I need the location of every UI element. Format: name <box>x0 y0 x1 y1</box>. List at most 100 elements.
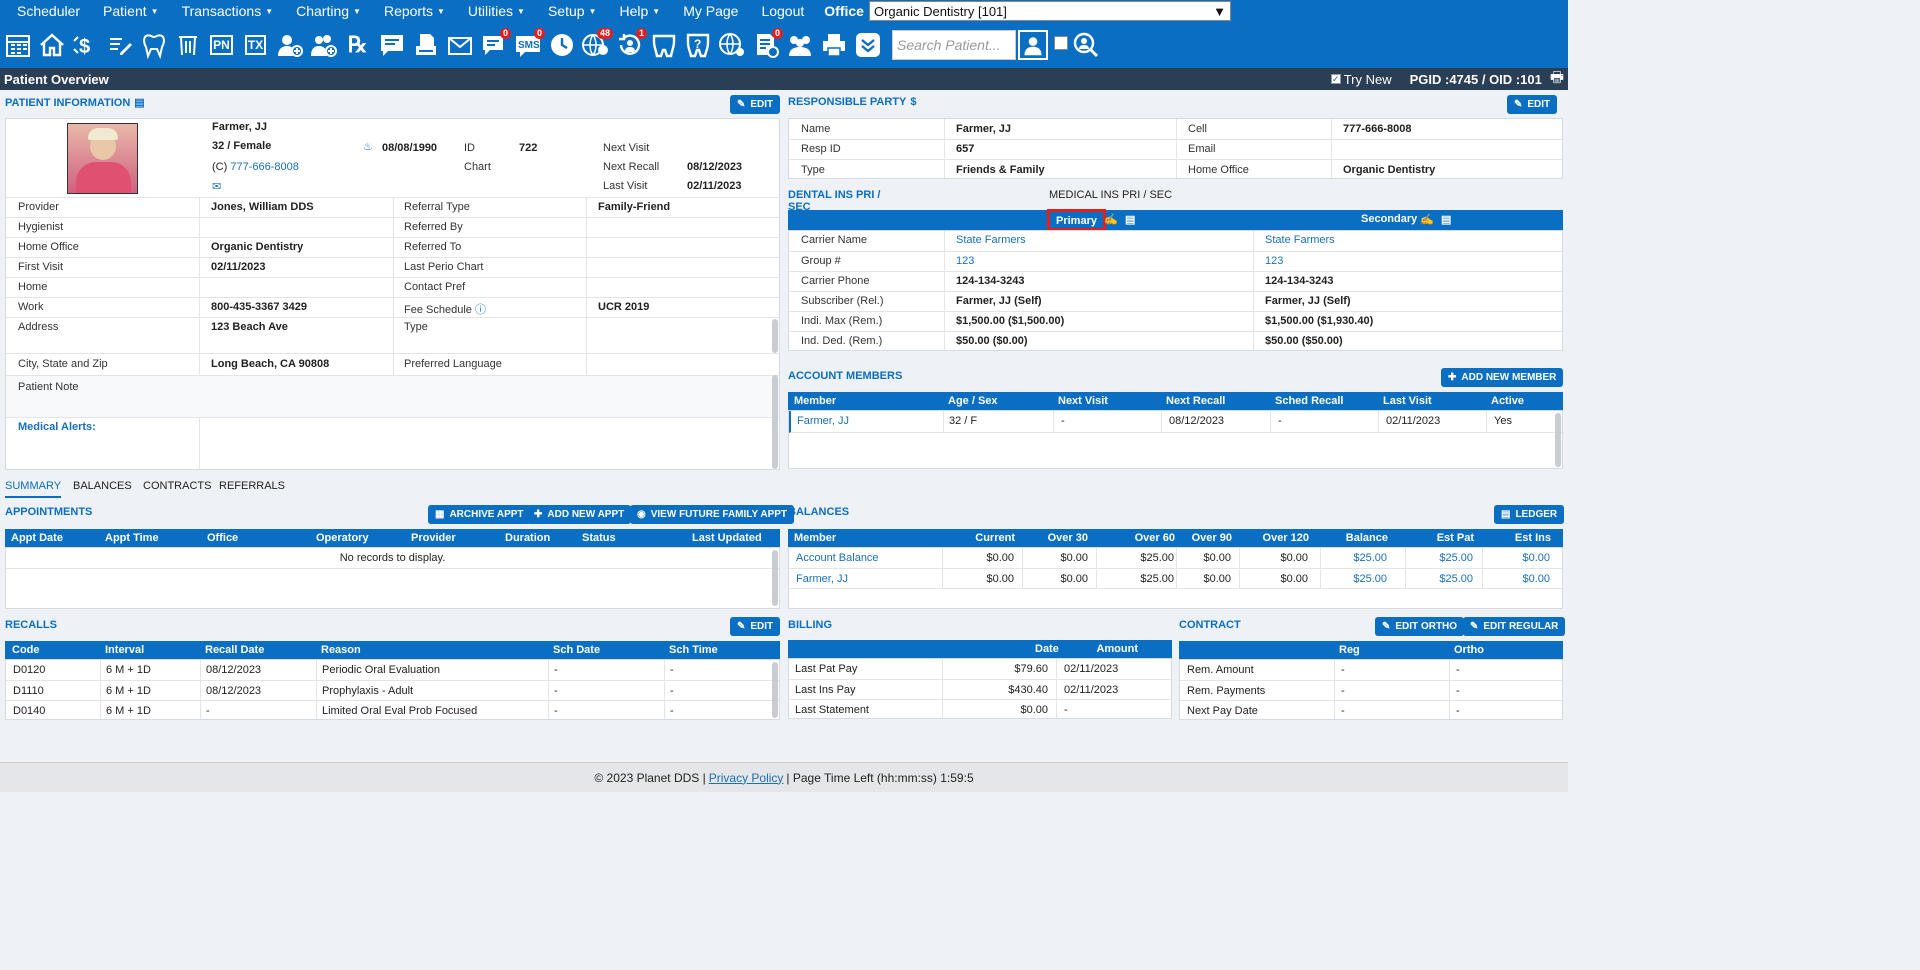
secondary-label[interactable]: Secondary <box>1361 213 1418 225</box>
menu-logout[interactable]: Logout <box>761 3 804 19</box>
col-duration[interactable]: Duration <box>505 532 551 544</box>
col-next-visit[interactable]: Next Visit <box>1058 395 1108 407</box>
message-icon[interactable] <box>376 28 407 62</box>
print-icon[interactable]: 🖶 <box>1549 68 1564 86</box>
forms-icon[interactable]: 0 <box>750 28 783 62</box>
home-icon[interactable] <box>36 28 67 62</box>
edit-regular-button[interactable]: ✎ EDIT REGULAR <box>1463 617 1566 636</box>
col-recall-date[interactable]: Recall Date <box>205 644 265 656</box>
perio-tooth-icon[interactable] <box>172 28 203 62</box>
col-operatory[interactable]: Operatory <box>316 532 369 544</box>
medical-alerts-label[interactable]: Medical Alerts: <box>18 421 96 433</box>
table-row[interactable]: D0140 6 M + 1D - Limited Oral Eval Prob Foc… <box>6 700 779 720</box>
col-code[interactable]: Code <box>12 644 40 656</box>
table-row[interactable]: D0120 6 M + 1D 08/12/2023 Periodic Oral Eva… <box>6 660 779 680</box>
menu-utilities[interactable]: Utilities ▼ <box>468 3 525 19</box>
add-family-icon[interactable] <box>308 28 339 62</box>
tab-referrals[interactable]: REFERRALS <box>219 480 286 492</box>
col-office[interactable]: Office <box>207 532 239 544</box>
col-sch-time[interactable]: Sch Time <box>669 644 718 656</box>
col-est-ins[interactable]: Est Ins <box>1514 532 1551 544</box>
recall-icon[interactable]: 1 <box>614 28 647 62</box>
col-active[interactable]: Active <box>1491 395 1525 407</box>
balance-member-link[interactable]: Account Balance <box>796 552 879 564</box>
scrollbar-thumb[interactable] <box>1555 413 1561 467</box>
menu-reports[interactable]: Reports ▼ <box>384 3 445 19</box>
col-last-visit[interactable]: Last Visit <box>1383 395 1432 407</box>
col-date[interactable]: Date <box>1035 643 1059 655</box>
patient-edit-button[interactable]: ✎ EDIT <box>730 95 781 114</box>
progress-notes-icon[interactable]: PN <box>206 28 237 62</box>
col-balance[interactable]: Balance <box>1345 532 1388 544</box>
menu-scheduler[interactable]: Scheduler <box>17 3 80 19</box>
menu-transactions[interactable]: Transactions ▼ <box>182 3 274 19</box>
col-est-pat[interactable]: Est Pat <box>1436 532 1474 544</box>
col-over-90[interactable]: Over 90 <box>1191 532 1232 544</box>
primary-badge[interactable]: Primary <box>1047 209 1106 231</box>
edit-ortho-button[interactable]: ✎ EDIT ORTHO <box>1375 617 1465 636</box>
tab-balances[interactable]: BALANCES <box>73 480 132 492</box>
col-provider[interactable]: Provider <box>411 532 456 544</box>
balance-total[interactable]: $25.00 <box>1353 573 1387 585</box>
col-sch-date[interactable]: Sch Date <box>553 644 601 656</box>
print-document-icon[interactable] <box>410 28 441 62</box>
group-users-icon[interactable] <box>784 28 815 62</box>
online-patients-icon[interactable]: 48 <box>580 28 613 62</box>
tab-summary[interactable]: SUMMARY <box>5 480 62 498</box>
info-icon[interactable]: ⓘ <box>474 304 486 316</box>
col-sched-recall[interactable]: Sched Recall <box>1275 395 1344 407</box>
col-ortho[interactable]: Ortho <box>1454 644 1484 656</box>
scrollbar-thumb[interactable] <box>772 375 778 469</box>
member-link[interactable]: Farmer, JJ <box>797 415 849 427</box>
view-future-family-appt-button[interactable]: ◉ VIEW FUTURE FAMILY APPT <box>630 505 795 524</box>
sms-icon[interactable]: SMS 0 <box>512 28 545 62</box>
dollar-card-icon[interactable]: $ <box>910 96 917 108</box>
col-current[interactable]: Current <box>975 532 1015 544</box>
chat-messages-icon[interactable]: 0 <box>478 28 511 62</box>
menu-my-page[interactable]: My Page <box>683 3 738 19</box>
col-over-30[interactable]: Over 30 <box>1047 532 1088 544</box>
globe-settings-icon[interactable] <box>716 28 747 62</box>
search-patient-input[interactable]: Search Patient... <box>892 30 1016 60</box>
archive-appt-button[interactable]: ▦ ARCHIVE APPT <box>428 505 531 524</box>
responsible-edit-button[interactable]: ✎ EDIT <box>1507 95 1558 114</box>
col-interval[interactable]: Interval <box>105 644 145 656</box>
balance-est-pat[interactable]: $25.00 <box>1439 573 1473 585</box>
menu-charting[interactable]: Charting ▼ <box>296 3 361 19</box>
menu-setup[interactable]: Setup ▼ <box>548 3 597 19</box>
menu-patient[interactable]: Patient ▼ <box>103 3 159 19</box>
prescription-icon[interactable]: ℞ <box>342 28 373 62</box>
person-search-icon[interactable] <box>1018 30 1048 60</box>
document-icon[interactable]: ▤ <box>1441 214 1452 226</box>
primary-value[interactable]: State Farmers <box>956 234 1026 246</box>
balance-member-link[interactable]: Farmer, JJ <box>796 573 848 585</box>
col-last-updated[interactable]: Last Updated <box>692 532 762 544</box>
scrollbar-thumb[interactable] <box>772 662 778 718</box>
menu-help[interactable]: Help ▼ <box>619 3 660 19</box>
office-select[interactable]: Organic Dentistry [101] ▼ <box>868 1 1231 21</box>
mail-icon[interactable] <box>444 28 475 62</box>
primary-value[interactable]: 123 <box>956 255 975 267</box>
col-next-recall[interactable]: Next Recall <box>1166 395 1226 407</box>
col-over-120[interactable]: Over 120 <box>1262 532 1309 544</box>
edit-doc-icon[interactable]: ✍ <box>1104 214 1118 226</box>
col-status[interactable]: Status <box>582 532 616 544</box>
id-card-icon[interactable]: ▤ <box>134 97 145 109</box>
col-age-sex[interactable]: Age / Sex <box>948 395 998 407</box>
help-tooth-icon[interactable]: ? <box>682 28 713 62</box>
collapse-icon[interactable] <box>852 28 883 62</box>
add-new-appt-button[interactable]: ✚ ADD NEW APPT <box>527 505 632 524</box>
col-reg[interactable]: Reg <box>1339 644 1360 656</box>
recalls-edit-button[interactable]: ✎ EDIT <box>730 617 781 636</box>
dollar-transfer-icon[interactable]: $ <box>70 28 101 62</box>
toolbar-checkbox[interactable] <box>1054 36 1068 50</box>
ledger-button[interactable]: ▤ LEDGER <box>1494 505 1565 524</box>
advanced-search-icon[interactable] <box>1070 28 1101 62</box>
balance-est-ins[interactable]: $0.00 <box>1522 552 1550 564</box>
try-new-toggle[interactable]: ✓ Try New <box>1330 72 1392 87</box>
try-new-checkbox[interactable]: ✓ <box>1330 74 1341 84</box>
col-over-60[interactable]: Over 60 <box>1134 532 1175 544</box>
notes-edit-icon[interactable] <box>104 28 135 62</box>
privacy-policy-link[interactable]: Privacy Policy <box>708 770 784 785</box>
col-reason[interactable]: Reason <box>321 644 361 656</box>
